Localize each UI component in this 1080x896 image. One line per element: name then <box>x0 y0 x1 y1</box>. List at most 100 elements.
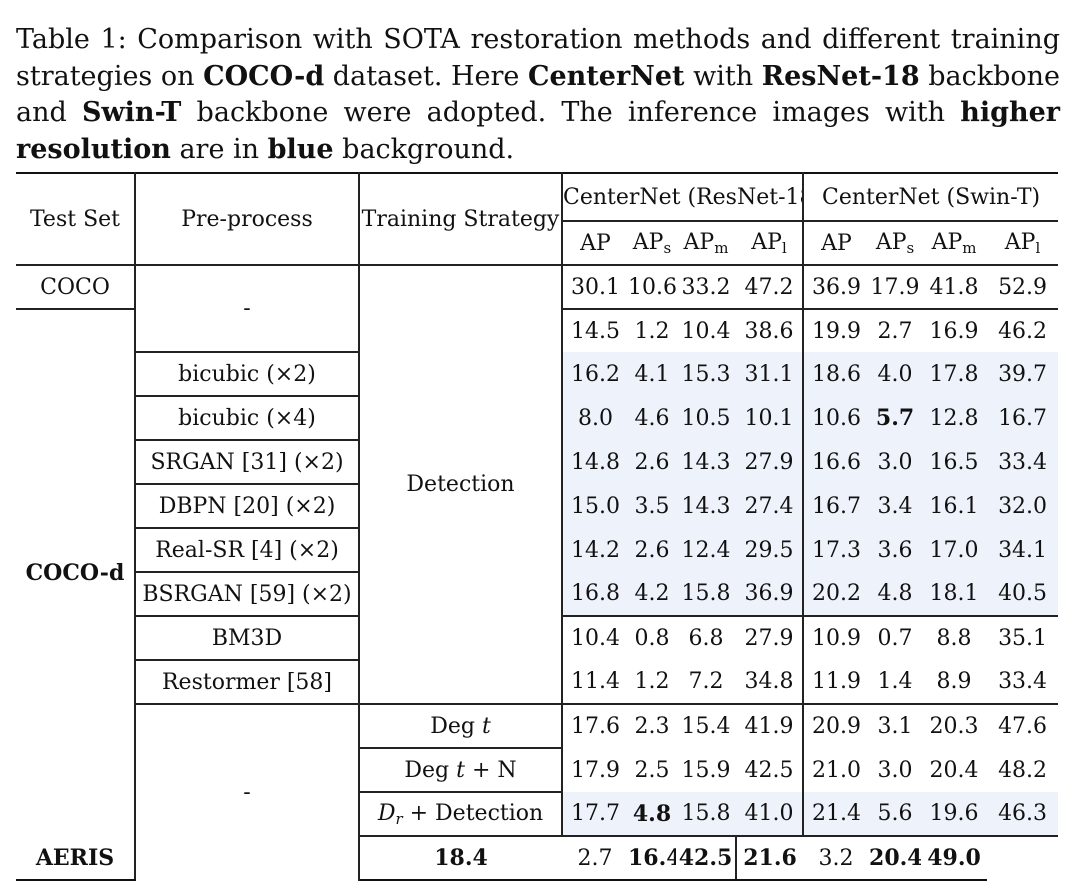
comparison-table: Test Set Pre-process Training Strategy C… <box>16 172 1059 881</box>
cell-resnet18-ap-small: 1.2 <box>628 660 676 705</box>
preprocess-srgan: SRGAN [31] (×2) <box>135 440 360 485</box>
cell-swint-ap-large: 33.4 <box>987 660 1059 705</box>
cell-resnet18-ap-small: 2.6 <box>628 528 676 572</box>
cell-resnet18-ap-small: 3.5 <box>628 484 676 528</box>
cell-resnet18-ap-medium: 16.4 <box>628 836 676 881</box>
cell-swint-ap: 16.6 <box>803 440 870 484</box>
cell-resnet18-ap-small: 0.8 <box>634 626 670 651</box>
table-row: Real-SR [4] (×2) 14.2 2.6 12.4 29.5 17.3 3.6 17… <box>16 528 1059 573</box>
cell-resnet18-ap: 16.2 <box>562 352 628 396</box>
table-row: SRGAN [31] (×2) 14.8 2.6 14.3 27.9 16.6 3.0 16.… <box>16 440 1059 485</box>
cell-resnet18-ap-small: 4.1 <box>628 352 676 396</box>
cell-resnet18-ap: 11.4 <box>562 660 628 705</box>
cell-swint-ap-large: 48.2 <box>998 757 1048 783</box>
table-row: DBPN [20] (×2) 15.0 3.5 14.3 27.4 16.7 3.4 16.1… <box>16 484 1059 529</box>
cell-swint-ap-medium: 16.9 <box>929 318 979 344</box>
cell-swint-ap-large: 49.0 <box>921 836 988 881</box>
cell-resnet18-ap-large: 42.5 <box>676 836 737 881</box>
cell-swint-ap-small: 3.4 <box>869 484 922 528</box>
cell-resnet18-ap-large: 38.6 <box>736 309 805 352</box>
cell-resnet18-ap-small: 2.3 <box>634 714 670 739</box>
cell-resnet18-ap: 10.4 <box>571 626 620 651</box>
cell-swint-ap-large: 39.7 <box>987 352 1059 396</box>
cell-swint-ap-small: 2.7 <box>877 318 913 344</box>
cell-swint-ap-large: 16.7 <box>987 396 1059 440</box>
cell-swint-ap-small: 1.4 <box>869 660 922 705</box>
cell-resnet18-ap-medium: 33.2 <box>676 265 736 310</box>
cell-resnet18-ap: 14.5 <box>571 318 620 344</box>
header-test-set: Test Set <box>16 172 136 266</box>
cell-resnet18-ap-small: 4.6 <box>628 396 676 440</box>
cell-swint-ap-large: 35.1 <box>998 626 1048 651</box>
cell-resnet18-ap-large: 29.5 <box>736 528 805 572</box>
cell-swint-ap-small: 4.8 <box>869 572 922 617</box>
header-row-1: Test Set Pre-process Training Strategy C… <box>16 172 1059 266</box>
strategy-aeris: AERIS <box>16 836 136 881</box>
cell-resnet18-ap: 18.4 <box>359 836 562 881</box>
cell-swint-ap: 21.4 <box>803 792 870 837</box>
cell-swint-ap-large: 40.5 <box>987 572 1059 617</box>
cell-resnet18-ap-medium: 14.3 <box>676 440 736 484</box>
cell-resnet18-ap-small: 2.5 <box>634 757 670 783</box>
table-row: BSRGAN [59] (×2) 16.8 4.2 15.8 36.9 20.2 4.8 18… <box>16 572 1059 617</box>
cell-swint-ap-large: 32.0 <box>987 484 1059 528</box>
cell-swint-ap-small: 4.0 <box>869 352 922 396</box>
cell-swint-ap-large: 46.3 <box>987 792 1059 837</box>
cell-swint-ap-small: 3.0 <box>877 757 913 783</box>
cell-swint-ap-medium: 41.8 <box>921 265 988 310</box>
table-row: - Deg t 17.6 2.3 15.4 41.9 20.9 3.1 20.3 47.6 <box>16 704 1058 880</box>
cell-resnet18-ap: 30.1 <box>562 265 628 310</box>
cell-resnet18-ap: 14.8 <box>562 440 628 484</box>
cell-swint-ap-medium: 16.5 <box>921 440 988 484</box>
cell-swint-ap-medium: 19.6 <box>921 792 988 837</box>
cell-swint-ap-medium: 20.4 <box>929 757 979 783</box>
cell-swint-ap-medium: 17.8 <box>921 352 988 396</box>
preprocess-none: - <box>135 265 360 353</box>
cell-resnet18-ap-medium: 15.3 <box>676 352 736 396</box>
cell-resnet18-ap: 8.0 <box>562 396 628 440</box>
header-ap: AP <box>562 220 628 266</box>
preprocess-bsrgan: BSRGAN [59] (×2) <box>135 572 360 617</box>
cell-swint-ap-large: 46.2 <box>998 318 1048 344</box>
cell-swint-ap-medium: 12.8 <box>921 396 988 440</box>
cell-swint-ap-large: 47.6 <box>998 714 1048 739</box>
cell-swint-ap-medium: 18.1 <box>921 572 988 617</box>
cell-resnet18-ap-large: 41.9 <box>736 704 805 748</box>
cell-swint-ap: 10.6 <box>803 396 870 440</box>
cell-swint-ap-small: 3.2 <box>803 836 870 881</box>
preprocess-restormer: Restormer [58] <box>135 660 360 705</box>
table-row: bicubic (×4) 8.0 4.6 10.5 10.1 10.6 5.7 12.8 16.… <box>16 396 1059 441</box>
header-resnet18-group: CenterNet (ResNet-18) <box>562 172 805 221</box>
cell-swint-ap-medium: 16.1 <box>921 484 988 528</box>
cell-resnet18-ap-medium: 15.8 <box>676 572 736 617</box>
cell-resnet18-ap-medium: 10.5 <box>676 396 736 440</box>
cell-resnet18-ap-large: 34.8 <box>736 660 805 705</box>
table-row: bicubic (×2) 16.2 4.1 15.3 31.1 18.6 4.0 17.8 39… <box>16 352 1059 397</box>
table-row: Restormer [58] 11.4 1.2 7.2 34.8 11.9 1.4 8.9 33… <box>16 660 1059 705</box>
cell-resnet18-ap: 16.8 <box>562 572 628 617</box>
cell-resnet18-ap-large: 27.9 <box>736 440 805 484</box>
cell-swint-ap-medium: 17.0 <box>921 528 988 572</box>
header-ap-small: APs <box>628 220 676 266</box>
cell-swint-ap-large: 52.9 <box>987 265 1059 310</box>
cell-resnet18-ap-large: 31.1 <box>736 352 805 396</box>
table-row: BM3D 10.4 0.8 6.8 27.9 10.9 0.7 8.8 35.1 <box>16 616 1058 661</box>
header-preprocess: Pre-process <box>135 172 360 266</box>
cell-swint-ap-small: 17.9 <box>869 265 922 310</box>
cell-resnet18-ap-medium: 15.4 <box>681 714 731 739</box>
cell-resnet18-ap-large: 42.5 <box>736 748 805 792</box>
cell-resnet18-ap-large: 41.0 <box>736 792 805 837</box>
table-row: Deg t + N 17.9 2.5 15.9 42.5 21.0 3.0 20.4 48.2 <box>16 748 1058 793</box>
cell-resnet18-ap-small: 4.8 <box>628 792 676 837</box>
cell-swint-ap-small: 5.7 <box>869 396 922 440</box>
cell-resnet18-ap-medium: 15.8 <box>676 792 736 837</box>
cell-swint-ap-medium: 20.3 <box>929 714 979 739</box>
preprocess-bicubic-x2: bicubic (×2) <box>135 352 360 397</box>
cell-swint-ap-medium: 20.4 <box>869 836 922 881</box>
cell-swint-ap-small: 3.6 <box>869 528 922 572</box>
header-ap-large: APl <box>987 220 1059 266</box>
header-ap-large: APl <box>736 220 805 266</box>
strategy-detection: Detection <box>359 265 563 705</box>
cell-swint-ap: 11.9 <box>803 660 870 705</box>
cell-swint-ap: 21.6 <box>736 836 804 881</box>
